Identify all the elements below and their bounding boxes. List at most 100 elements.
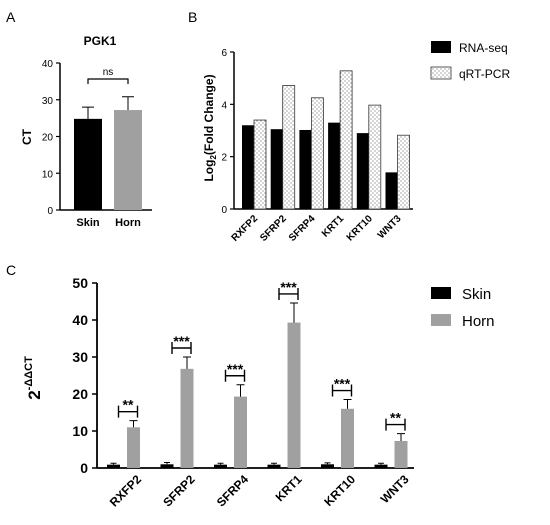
panel-c-legend-swatch (431, 287, 451, 299)
panel-c-significance-bracket (224, 369, 246, 382)
panel-c-significance-bracket (117, 405, 139, 418)
panel-c-legend-swatch (431, 314, 451, 326)
panel-c-x-tick-label: SFRP4 (214, 472, 251, 509)
panel-a-error-bar (122, 96, 134, 111)
panel-c-bar-horn (127, 427, 140, 468)
panel-b-x-tick-label: RXFP2 (230, 213, 261, 244)
panel-c-significance-bracket (171, 342, 192, 354)
panel-b-bar-rna-seq (270, 129, 283, 209)
panel-b-bar-qrt-pcr (339, 70, 353, 210)
panel-b-bar-rna-seq (328, 122, 341, 209)
panel-b-bar-qrt-pcr (368, 104, 382, 210)
panel-b-bar-qrt-pcr (253, 119, 267, 210)
panel-b-y-tick-label: 6 (221, 48, 227, 59)
panel-a-y-tick-label: 10 (42, 169, 54, 180)
panel-c-significance-label: ** (390, 410, 401, 426)
panel-c-significance-label: *** (334, 376, 351, 392)
panel-c-y-tick-label: 0 (80, 460, 88, 476)
panel-b-x-tick-label: SFRP4 (287, 213, 318, 244)
panel-b-bar-rna-seq (242, 125, 254, 209)
panel-c-y-tick-label: 20 (72, 386, 88, 402)
panel-c-bar-skin (321, 464, 334, 468)
panel-c-x-tick-label: KRT10 (321, 472, 358, 509)
panel-b-y-tick-label: 4 (221, 100, 227, 111)
panel-c-y-tick-label: 40 (72, 312, 88, 328)
panel-c-significance-label: *** (227, 361, 244, 377)
panel-a-x-tick-label: Skin (76, 217, 100, 229)
panel-a-significance-label: ns (103, 67, 114, 78)
panel-c-bar-skin (214, 464, 227, 468)
panel-c-legend-label: Skin (462, 286, 491, 303)
panel-a-bar (74, 118, 102, 210)
panel-c-error-bar-skin (164, 461, 170, 465)
panel-c-chart: 2-ΔΔCT 0 10 20 30 40 50 ** RXFP2 *** SFRP2 *** SFRP… (23, 275, 495, 509)
panel-c-error-bar-horn (236, 384, 245, 397)
panel-label-c: C (6, 262, 16, 278)
panel-label-b: B (188, 9, 197, 25)
panel-c-bar-horn (341, 408, 354, 468)
panel-b-x-tick-label: KRT1 (320, 213, 347, 240)
panel-a-significance-bracket (87, 78, 129, 84)
panel-a-bar (114, 110, 142, 210)
panel-c-bar-skin (374, 464, 388, 468)
panel-c-error-bar-skin (271, 462, 277, 465)
panel-c-significance-bracket (385, 418, 406, 431)
panel-a-error-bar (82, 106, 94, 119)
panel-c-y-axis-label: 2-ΔΔCT (23, 356, 44, 400)
panel-c-y-tick-label: 10 (72, 423, 88, 439)
panel-a-title: PGK1 (84, 34, 117, 48)
panel-c-bar-skin (107, 464, 120, 468)
panel-c-error-bar-horn (183, 356, 191, 369)
panel-c-error-bar-skin (217, 462, 224, 465)
panel-c-error-bar-horn (397, 433, 405, 441)
panel-c-bar-skin (160, 464, 174, 468)
panel-c-bar-horn (180, 368, 194, 468)
panel-b-bar-qrt-pcr (397, 134, 410, 210)
panel-b-bar-rna-seq (385, 172, 398, 209)
panel-b-legend-swatch (431, 41, 451, 53)
panel-a-y-axis-label: CT (20, 128, 34, 145)
panel-c-error-bar-horn (343, 399, 352, 409)
panel-c-x-tick-label: KRT1 (273, 472, 305, 504)
panel-b-legend-label: RNA-seq (459, 41, 508, 55)
panel-c-significance-label: ** (123, 397, 134, 413)
panel-a-x-tick-label: Horn (115, 217, 141, 229)
panel-c-bar-skin (267, 464, 281, 468)
panel-c-significance-label: *** (173, 333, 190, 349)
panel-a-y-tick-label: 30 (42, 96, 54, 107)
panel-c-error-bar-horn (129, 420, 138, 428)
panel-b-bar-qrt-pcr (310, 97, 324, 210)
panel-c-error-bar-skin (378, 462, 384, 465)
panel-c-significance-label: *** (280, 279, 297, 295)
panel-c-bar-horn (234, 396, 247, 468)
panel-c-significance-bracket (331, 384, 353, 397)
panel-c-y-tick-label: 30 (72, 349, 88, 365)
panel-a-chart: PGK1 CT 0 10 20 30 40 Skin Horn ns (20, 34, 152, 229)
panel-c-error-bar-horn (290, 302, 298, 323)
panel-c-significance-bracket (278, 287, 299, 300)
panel-b-legend-label: qRT-PCR (459, 67, 510, 81)
panel-b-y-tick-label: 2 (221, 153, 227, 164)
panel-label-a: A (6, 9, 16, 25)
panel-b-bar-rna-seq (356, 133, 369, 209)
panel-a-y-tick-label: 40 (42, 59, 54, 70)
panel-b-y-tick-label: 0 (221, 205, 227, 216)
panel-b-x-tick-label: WNT3 (376, 213, 404, 241)
panel-a-y-tick-label: 0 (47, 206, 53, 217)
panel-c-x-tick-label: SFRP2 (160, 472, 197, 509)
panel-c-error-bar-skin (110, 462, 117, 465)
panel-b-legend-swatch (430, 66, 452, 80)
panel-c-y-tick-label: 50 (72, 275, 88, 291)
panel-b-y-axis-label: Log2(Fold Change) (202, 74, 218, 181)
panel-b-bar-qrt-pcr (282, 85, 296, 210)
panel-c-x-tick-label: WNT3 (378, 472, 412, 506)
panel-b-bar-rna-seq (299, 129, 312, 209)
panel-c-x-tick-label: RXFP2 (107, 472, 144, 509)
panel-a-y-tick-label: 20 (42, 133, 54, 144)
panel-c-error-bar-skin (324, 462, 331, 465)
panel-b-x-tick-label: KRT10 (345, 213, 375, 243)
panel-c-legend-label: Horn (462, 313, 495, 330)
panel-c-bar-horn (394, 440, 408, 468)
